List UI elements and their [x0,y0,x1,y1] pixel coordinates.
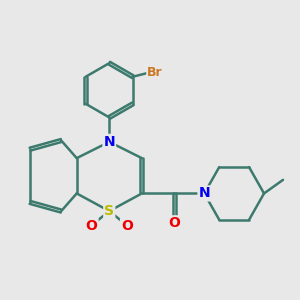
Text: Br: Br [147,66,163,79]
Text: N: N [103,135,115,149]
Text: O: O [121,219,133,233]
Text: S: S [104,204,114,218]
Text: O: O [86,219,98,233]
Text: N: N [199,186,210,200]
Text: O: O [169,216,180,230]
